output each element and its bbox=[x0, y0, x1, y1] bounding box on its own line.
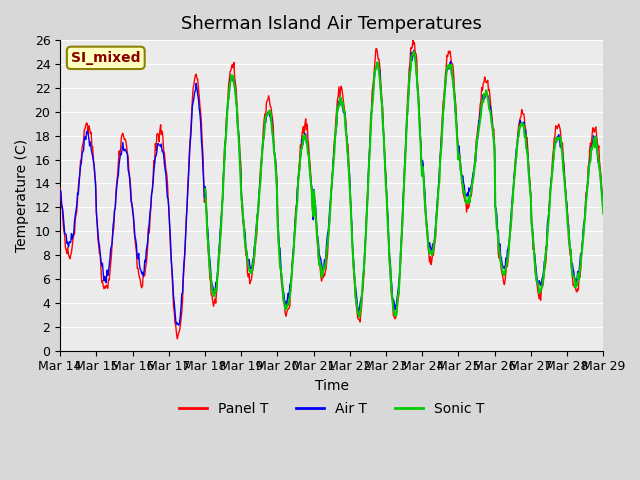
X-axis label: Time: Time bbox=[315, 379, 349, 393]
Title: Sherman Island Air Temperatures: Sherman Island Air Temperatures bbox=[181, 15, 482, 33]
Y-axis label: Temperature (C): Temperature (C) bbox=[15, 139, 29, 252]
Legend: Panel T, Air T, Sonic T: Panel T, Air T, Sonic T bbox=[173, 396, 490, 421]
Text: SI_mixed: SI_mixed bbox=[71, 51, 141, 65]
